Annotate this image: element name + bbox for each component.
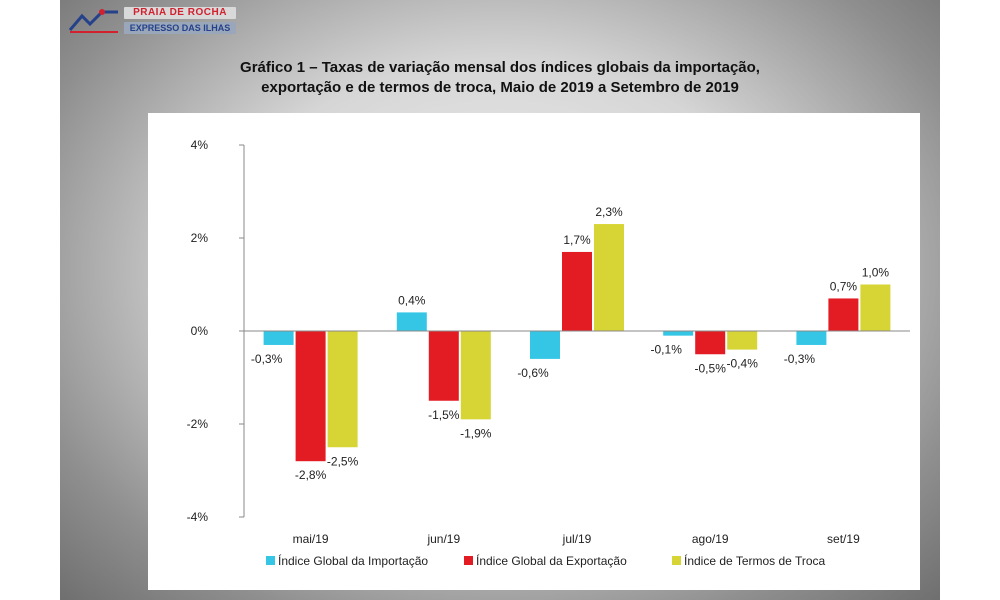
chart-title: Gráfico 1 – Taxas de variação mensal dos… <box>60 58 940 98</box>
legend-label: Índice Global da Exportação <box>476 553 627 568</box>
bar-1-set-19 <box>796 331 826 345</box>
data-label: -1,9% <box>460 426 492 440</box>
x-category-label: jul/19 <box>562 532 592 546</box>
bar-3-jun-19 <box>461 331 491 419</box>
data-label: 0,7% <box>830 279 858 293</box>
bar-2-set-19 <box>828 298 858 331</box>
bar-1-mai-19 <box>264 331 294 345</box>
x-category-label: mai/19 <box>293 532 329 546</box>
data-label: -0,1% <box>651 343 683 357</box>
bar-3-set-19 <box>860 285 890 332</box>
y-tick-label: 4% <box>191 138 209 152</box>
data-label: -2,5% <box>327 454 359 468</box>
bar-chart: 4% 2% 0% -2% -4% -0,3% -2,8%-2,5% mai/19 0,4% -1,… <box>148 113 920 590</box>
bar-1-ago-19 <box>663 331 693 336</box>
news-logo: PRAIA DE ROCHA EXPRESSO DAS ILHAS <box>68 4 240 40</box>
bar-2-mai-19 <box>296 331 326 461</box>
data-label: 0,4% <box>398 293 426 307</box>
bar-2-jun-19 <box>429 331 459 401</box>
y-tick-label: -4% <box>187 510 209 524</box>
logo-bottom-text: EXPRESSO DAS ILHAS <box>124 22 236 34</box>
legend-swatch <box>266 556 275 565</box>
chart-title-line-2: exportação e de termos de troca, Maio de… <box>60 78 940 98</box>
data-label: 1,7% <box>563 233 591 247</box>
plot-panel: 4% 2% 0% -2% -4% -0,3% -2,8% -2,5% mai/19 0,4% -1,… <box>148 113 920 590</box>
chart-title-line-1: Gráfico 1 – Taxas de variação mensal dos… <box>240 59 760 76</box>
bar-1-jul-19 <box>530 331 560 359</box>
y-tick-label: 2% <box>191 231 209 245</box>
bar-3-jul-19 <box>594 224 624 331</box>
y-tick-label: 0% <box>191 324 209 338</box>
data-label: 2,3% <box>595 205 623 219</box>
data-label: -0,3% <box>784 352 816 366</box>
bar-1-jun-19 <box>397 312 427 331</box>
legend-swatch <box>464 556 473 565</box>
data-label: -1,5% <box>428 408 460 422</box>
x-category-label: set/19 <box>827 532 860 546</box>
legend-swatch <box>672 556 681 565</box>
y-tick-label: -2% <box>187 417 209 431</box>
data-label: -0,6% <box>517 366 549 380</box>
data-label: -0,5% <box>695 361 727 375</box>
data-label: -0,3% <box>251 352 283 366</box>
bar-2-jul-19 <box>562 252 592 331</box>
x-category-label: ago/19 <box>692 532 729 546</box>
logo-top-text: PRAIA DE ROCHA <box>124 7 236 19</box>
data-label: 1,0% <box>862 266 890 280</box>
bar-3-mai-19 <box>328 331 358 447</box>
x-category-label: jun/19 <box>426 532 460 546</box>
data-label: -0,4% <box>727 357 759 371</box>
data-label: -2,8% <box>295 468 327 482</box>
chart-stage: PRAIA DE ROCHA EXPRESSO DAS ILHAS Gráfic… <box>60 0 940 600</box>
bar-2-ago-19 <box>695 331 725 354</box>
logo-mark <box>68 8 120 34</box>
bar-3-ago-19 <box>727 331 757 350</box>
legend-label: Índice de Termos de Troca <box>684 553 826 568</box>
legend-label: Índice Global da Importação <box>278 553 428 568</box>
